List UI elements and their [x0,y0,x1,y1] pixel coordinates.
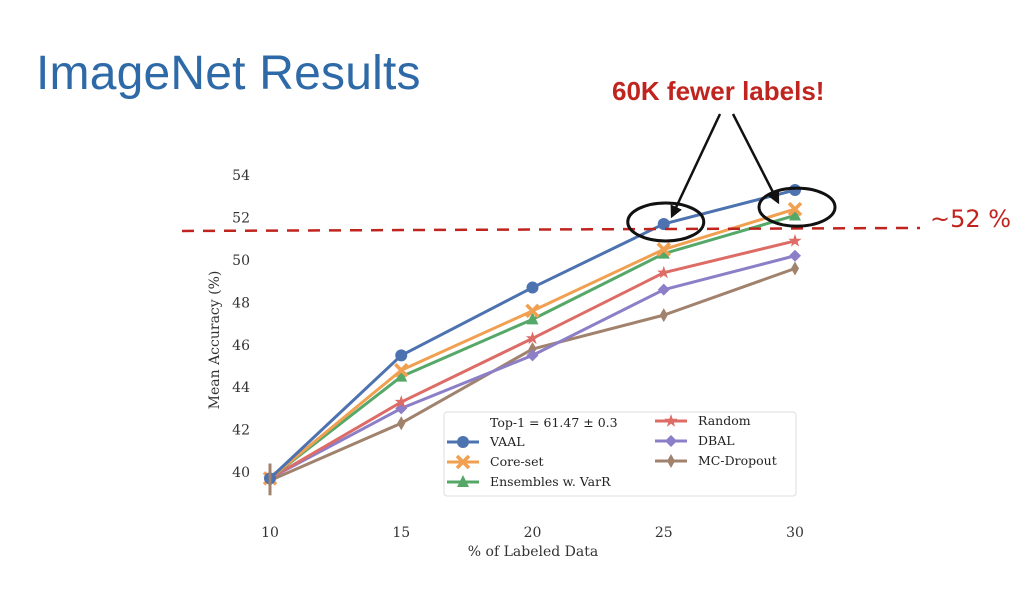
x-tick-label: 25 [655,525,673,541]
legend-label: Random [698,413,751,428]
reference-line-label: ~52 % [930,205,1012,233]
data-point [526,349,539,362]
legend-label: Core-set [490,454,544,469]
data-point [656,242,671,257]
legend-title: Top-1 = 61.47 ± 0.3 [490,415,618,430]
legend-label: Ensembles w. VarR [490,474,611,489]
data-point [395,369,408,382]
legend-item: Ensembles w. VarR [447,474,611,489]
data-point [657,246,670,259]
legend-item: VAAL [447,434,525,449]
data-point [526,312,539,325]
marker-stroke [525,303,540,319]
data-point [397,416,406,431]
data-point [657,283,670,296]
y-tick-label: 44 [232,380,250,396]
data-point [664,414,678,427]
callout-text: 60K fewer labels! [612,76,825,106]
y-tick-label: 42 [232,423,250,439]
data-point [457,436,469,448]
data-point [525,331,540,345]
data-point [787,201,803,217]
legend-item: Core-set [447,454,544,470]
marker-stroke [455,454,471,470]
x-axis-label: % of Labeled Data [468,544,598,560]
y-axis-label: Mean Accuracy (%) [207,271,223,410]
marker-stroke [656,242,671,257]
legend-item: MC-Dropout [655,453,777,468]
legend-frame [443,411,797,497]
data-point [665,435,677,447]
data-point [657,217,670,230]
legend: Top-1 = 61.47 ± 0.3 VAAL Core-set Ensembles… [443,411,797,497]
y-tick-label: 40 [232,465,250,481]
data-point [788,233,802,247]
x-tick-label: 15 [392,525,410,541]
highlight-ellipse [626,201,706,243]
x-tick-label: 20 [524,525,542,541]
data-point [659,308,668,323]
data-point [657,265,671,279]
y-tick-label: 46 [232,338,250,354]
y-tick-label: 52 [232,211,250,227]
marker-stroke [787,201,803,217]
legend-item: Random [655,413,751,428]
y-tick-label: 54 [232,168,250,184]
y-tick-label: 48 [232,295,250,311]
x-tick-label: 10 [261,525,279,541]
data-point [526,281,539,294]
callout-arrow [670,113,722,219]
data-point [455,454,471,470]
data-point [667,454,675,468]
data-point [791,261,799,276]
data-point [789,208,801,221]
data-point [789,249,801,262]
data-point [395,349,408,362]
slide-title: ImageNet Results [36,47,421,100]
data-point [457,475,469,487]
data-point [394,395,408,408]
data-point [789,184,801,197]
highlight-ellipse [757,186,837,228]
series-vaal [264,184,801,485]
legend-label: DBAL [698,433,735,448]
data-point [525,303,540,319]
legend-label: VAAL [489,434,525,449]
data-point [394,363,409,378]
legend-label: MC-Dropout [698,453,777,468]
legend-item: DBAL [655,433,735,448]
marker-stroke [394,363,409,378]
callout-arrow [731,113,780,205]
x-tick-label: 30 [786,525,804,541]
y-tick-label: 50 [232,253,250,269]
reference-line [181,226,921,233]
